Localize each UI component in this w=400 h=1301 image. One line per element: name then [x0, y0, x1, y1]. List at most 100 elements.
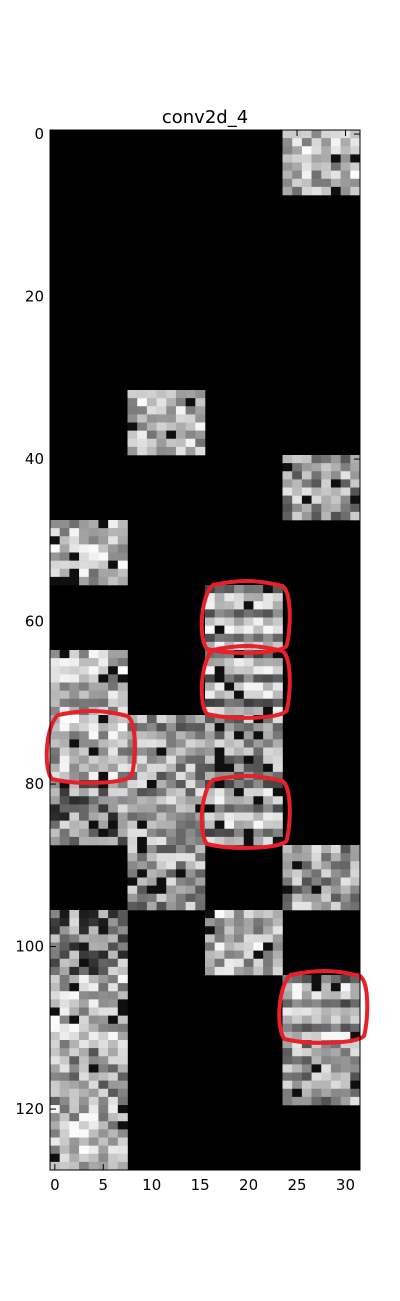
heatmap-cell [88, 975, 99, 984]
heatmap-cell [108, 1088, 119, 1098]
heatmap-cell [127, 422, 138, 431]
heatmap-cell [175, 869, 186, 878]
heatmap-cell [166, 901, 177, 911]
heatmap-cell [253, 682, 264, 691]
heatmap-cell [243, 682, 254, 691]
heatmap-cell [195, 861, 206, 870]
x-tick-label: 30 [336, 1176, 355, 1194]
heatmap-cell [146, 422, 157, 431]
feature-map-patch [205, 910, 283, 976]
heatmap-cell [330, 455, 341, 464]
heatmap-cell [330, 178, 341, 188]
heatmap-cell [98, 1088, 109, 1098]
heatmap-cell [340, 503, 351, 513]
heatmap-cell [350, 471, 361, 480]
heatmap-cell [59, 715, 70, 724]
heatmap-cell [253, 658, 264, 667]
heatmap-cell [214, 593, 225, 602]
heatmap-cell [243, 601, 254, 610]
heatmap-cell [311, 885, 322, 895]
heatmap-cell [117, 1007, 128, 1016]
y-tick-label: 100 [15, 938, 44, 956]
heatmap-cell [340, 186, 351, 196]
heatmap-cell [311, 845, 322, 854]
heatmap-cell [50, 568, 60, 578]
heatmap-cell [243, 934, 254, 943]
heatmap-cell [350, 853, 361, 862]
heatmap-cell [185, 861, 196, 870]
heatmap-cell [263, 910, 274, 919]
heatmap-cell [224, 966, 235, 976]
heatmap-cell [108, 1129, 119, 1138]
heatmap-cell [50, 1023, 60, 1033]
heatmap-cell [214, 650, 225, 659]
y-tick-label: 120 [15, 1100, 44, 1118]
heatmap-cell [224, 836, 235, 846]
heatmap-cell [117, 1161, 128, 1171]
heatmap-cell [127, 438, 138, 448]
heatmap-cell [292, 999, 303, 1008]
heatmap-cell [243, 658, 254, 667]
heatmap-cell [137, 739, 148, 748]
heatmap-cell [205, 820, 215, 830]
heatmap-cell [340, 1040, 351, 1049]
heatmap-cell [137, 747, 148, 756]
heatmap-cell [117, 755, 128, 765]
heatmap-cell [137, 438, 148, 448]
heatmap-cell [108, 1056, 119, 1065]
heatmap-cell [321, 1056, 332, 1065]
heatmap-cell [79, 934, 90, 943]
heatmap-cell [282, 479, 293, 488]
heatmap-cell [50, 698, 60, 708]
heatmap-cell [282, 1088, 293, 1098]
heatmap-cell [205, 609, 215, 618]
heatmap-cell [330, 495, 341, 505]
heatmap-cell [340, 154, 351, 163]
heatmap-cell [137, 731, 148, 740]
heatmap-cell [321, 1064, 332, 1073]
heatmap-cell [350, 1031, 361, 1041]
heatmap-cell [88, 1056, 99, 1065]
heatmap-cell [79, 1105, 90, 1114]
heatmap-cell [166, 390, 177, 399]
heatmap-cell [301, 146, 312, 155]
heatmap-cell [224, 918, 235, 927]
heatmap-cell [282, 1040, 293, 1049]
heatmap-cell [263, 658, 274, 667]
heatmap-cell [69, 666, 80, 675]
heatmap-cell [59, 934, 70, 943]
heatmap-cell [263, 617, 274, 626]
heatmap-cell [195, 796, 206, 805]
heatmap-cell [69, 1105, 80, 1114]
heatmap-cell [292, 877, 303, 886]
heatmap-cell [234, 625, 245, 635]
heatmap-cell [108, 552, 119, 561]
heatmap-cell [350, 845, 361, 854]
heatmap-cell [340, 170, 351, 180]
heatmap-cell [117, 1129, 128, 1138]
heatmap-cell [88, 1129, 99, 1138]
heatmap-cell [108, 812, 119, 821]
heatmap-cell [311, 999, 322, 1008]
heatmap-cell [166, 780, 177, 789]
heatmap-cell [224, 828, 235, 838]
heatmap-cell [234, 682, 245, 691]
heatmap-cell [117, 796, 128, 805]
heatmap-cell [263, 828, 274, 838]
heatmap-cell [340, 455, 351, 464]
heatmap-cell [166, 796, 177, 805]
heatmap-cell [330, 1015, 341, 1025]
heatmap-cell [321, 983, 332, 992]
heatmap-cell [340, 1080, 351, 1090]
heatmap-cell [156, 731, 167, 740]
heatmap-cell [243, 910, 254, 919]
heatmap-cell [330, 1096, 341, 1106]
heatmap-cell [185, 796, 196, 805]
heatmap-cell [88, 788, 99, 797]
heatmap-cell [69, 731, 80, 740]
heatmap-cell [98, 1015, 109, 1025]
heatmap-cell [214, 910, 225, 919]
heatmap-cell [214, 585, 225, 594]
heatmap-cell [234, 674, 245, 683]
heatmap-cell [321, 893, 332, 903]
